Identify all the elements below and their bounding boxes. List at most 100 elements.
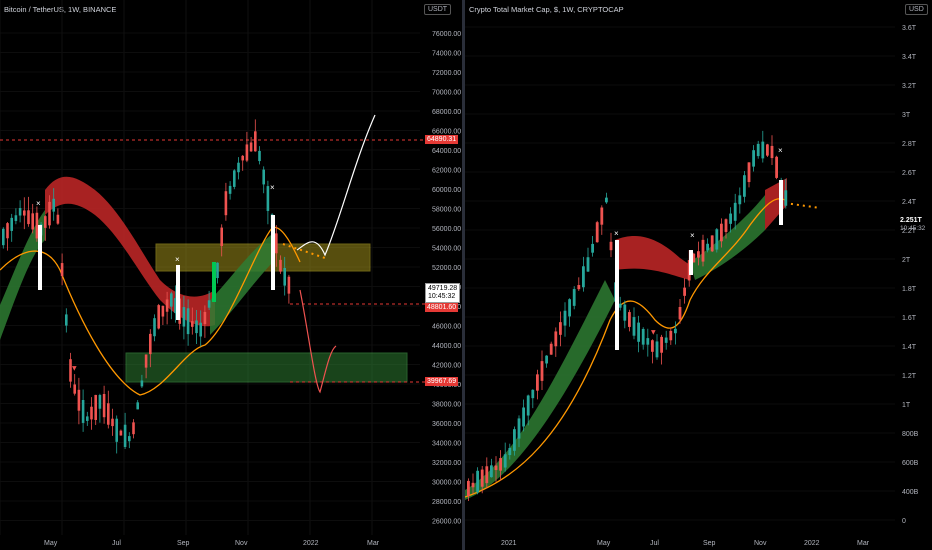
candle-body: [568, 299, 571, 317]
candle-body: [31, 213, 34, 230]
candle-body: [591, 243, 594, 253]
candle-body: [77, 389, 81, 411]
candle-body: [761, 141, 765, 159]
pane-divider[interactable]: [462, 0, 465, 550]
candle-body: [733, 202, 737, 221]
candle-body: [651, 340, 654, 352]
x-axis-tick: Jul: [650, 540, 659, 547]
current-value: 2.251T: [900, 217, 922, 224]
candle-body: [577, 285, 581, 290]
y-axis-tick: 2.2T: [902, 228, 917, 235]
candle-body: [266, 186, 270, 211]
hand-drawn-projection: [296, 114, 376, 257]
y-axis-tick: 64000.00: [432, 148, 461, 155]
y-axis-tick: 1.2T: [902, 373, 917, 380]
candle-body: [467, 480, 470, 497]
candle-body: [56, 214, 60, 224]
candle-body: [756, 143, 760, 157]
candle-body: [249, 142, 253, 152]
candle-body: [775, 156, 778, 178]
sell-signal-marker: ×: [778, 146, 783, 155]
candle-body: [90, 406, 93, 420]
x-axis-tick: Jul: [112, 540, 121, 547]
ribbon-green-segment: [690, 195, 765, 280]
candle-body: [262, 169, 265, 185]
candle-body: [628, 312, 631, 327]
candle-body: [132, 422, 135, 435]
candle-body: [149, 333, 152, 355]
candle-body: [128, 436, 131, 442]
candle-body: [98, 395, 102, 409]
candle-body: [111, 418, 114, 427]
y-axis-tick: 400B: [902, 489, 919, 496]
support-zone: [125, 352, 408, 383]
x-axis-tick: Mar: [857, 540, 870, 547]
btc-chart-pane[interactable]: Bitcoin / TetherUS, 1W, BINANCE USDT 760…: [0, 0, 462, 550]
ribbon-red-segment: [615, 236, 690, 280]
y-axis-tick: 46000.00: [432, 324, 461, 331]
candle-body: [476, 470, 479, 493]
candle-body: [287, 276, 291, 294]
y-axis-tick: 62000.00: [432, 168, 461, 175]
candle-body: [65, 314, 68, 326]
candle-body: [632, 317, 636, 336]
candle-body: [60, 263, 64, 277]
candle-body: [559, 322, 562, 335]
candle-body: [35, 212, 39, 239]
currency-badge[interactable]: USD: [905, 4, 928, 15]
candle-body: [572, 289, 576, 306]
ribbon-green-segment: [465, 280, 615, 500]
sell-signal-marker: ×: [690, 231, 695, 240]
candle-body: [706, 243, 709, 251]
candle-body: [115, 418, 118, 442]
signal-candle: [271, 215, 275, 290]
down-arrow-marker: ▼: [651, 329, 656, 336]
candle-body: [170, 293, 173, 307]
y-axis-tick: 2.6T: [902, 170, 917, 177]
market-cap-chart-pane[interactable]: Crypto Total Market Cap, $, 1W, CRYPTOCA…: [465, 0, 932, 550]
candle-body: [2, 228, 5, 246]
candle-body: [237, 162, 240, 173]
candle-body: [203, 311, 207, 325]
candle-body: [605, 197, 608, 203]
candle-body: [174, 298, 177, 314]
chart-title: Crypto Total Market Cap, $, 1W, CRYPTOCA…: [469, 5, 624, 14]
btc-price-chart[interactable]: 76000.00 74000.00 72000.00 70000.00 68000.00…: [0, 0, 462, 550]
candle-body: [81, 400, 85, 423]
candle-body: [119, 430, 123, 436]
y-axis-tick: 52000.00: [432, 265, 461, 272]
y-axis-tick: 600B: [902, 460, 919, 467]
candle-body: [224, 191, 228, 216]
y-axis-tick: 38000.00: [432, 402, 461, 409]
signal-candle: [615, 240, 619, 350]
candle-body: [279, 259, 282, 272]
orange-ma-projection: [784, 202, 821, 209]
candle-body: [600, 207, 604, 225]
candle-body: [86, 416, 89, 421]
y-axis-tick: 1.4T: [902, 344, 917, 351]
current-price-timer: 10:45:32: [428, 293, 456, 300]
y-axis-tick: 1.6T: [902, 315, 917, 322]
market-cap-chart[interactable]: 3.6T 3.4T 3.2T 3T 2.8T 2.6T 2.4T 2.2T 2T 1.8T 1.6T…: [465, 0, 932, 550]
candle-body: [161, 305, 165, 317]
x-axis-tick: Nov: [235, 540, 248, 547]
y-axis-tick: 72000.00: [432, 70, 461, 77]
candle-body: [641, 328, 645, 345]
y-axis-tick: 74000.00: [432, 51, 461, 58]
signal-candle: [212, 262, 216, 302]
candle-body: [254, 131, 257, 152]
candle-body: [513, 429, 516, 451]
x-axis-tick: Nov: [754, 540, 767, 547]
y-axis-tick: 2T: [902, 257, 911, 264]
candle-body: [655, 341, 659, 358]
candle-body: [275, 233, 278, 254]
candle-body: [738, 195, 742, 205]
y-axis-tick: 44000.00: [432, 343, 461, 350]
y-axis-tick: 0: [902, 518, 906, 525]
y-axis-tick: 3.2T: [902, 83, 917, 90]
candle-body: [245, 144, 249, 161]
y-axis-tick: 2.8T: [902, 141, 917, 148]
currency-badge[interactable]: USDT: [424, 4, 452, 15]
signal-candle: [38, 225, 42, 290]
candle-body: [669, 330, 673, 341]
